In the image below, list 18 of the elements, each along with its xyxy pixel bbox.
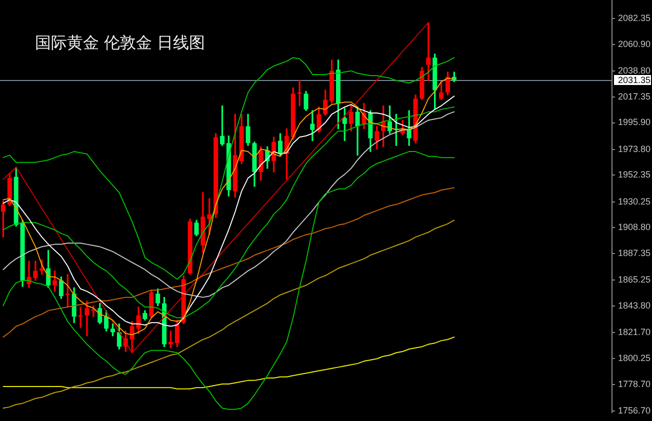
y-tick-label: 1952.35 <box>618 170 651 180</box>
y-tick-label: 2082.35 <box>618 13 651 24</box>
y-tick-label: 1908.80 <box>618 222 651 232</box>
text: 国际黄金 伦敦金 日线图 <box>35 33 206 53</box>
y-tick-label: 1865.25 <box>618 274 651 285</box>
y-tick-label: 2017.35 <box>618 91 651 102</box>
y-tick-label: 1756.70 <box>618 405 651 416</box>
y-tick-label: 1800.25 <box>618 352 651 363</box>
ref-line-label: 2031.35 <box>618 75 651 86</box>
y-tick-label: 1930.25 <box>618 196 651 206</box>
y-tick-label: 2038.80 <box>618 66 651 76</box>
y-tick-label: 1887.35 <box>618 248 651 258</box>
y-tick-label: 2060.90 <box>618 38 651 49</box>
y-tick-label: 1778.70 <box>618 378 651 389</box>
y-tick-label: 1973.80 <box>618 144 651 154</box>
y-tick-label: 1843.80 <box>618 300 651 310</box>
y-tick-label: 1995.90 <box>618 117 651 128</box>
y-tick-label: 1821.70 <box>618 327 651 338</box>
